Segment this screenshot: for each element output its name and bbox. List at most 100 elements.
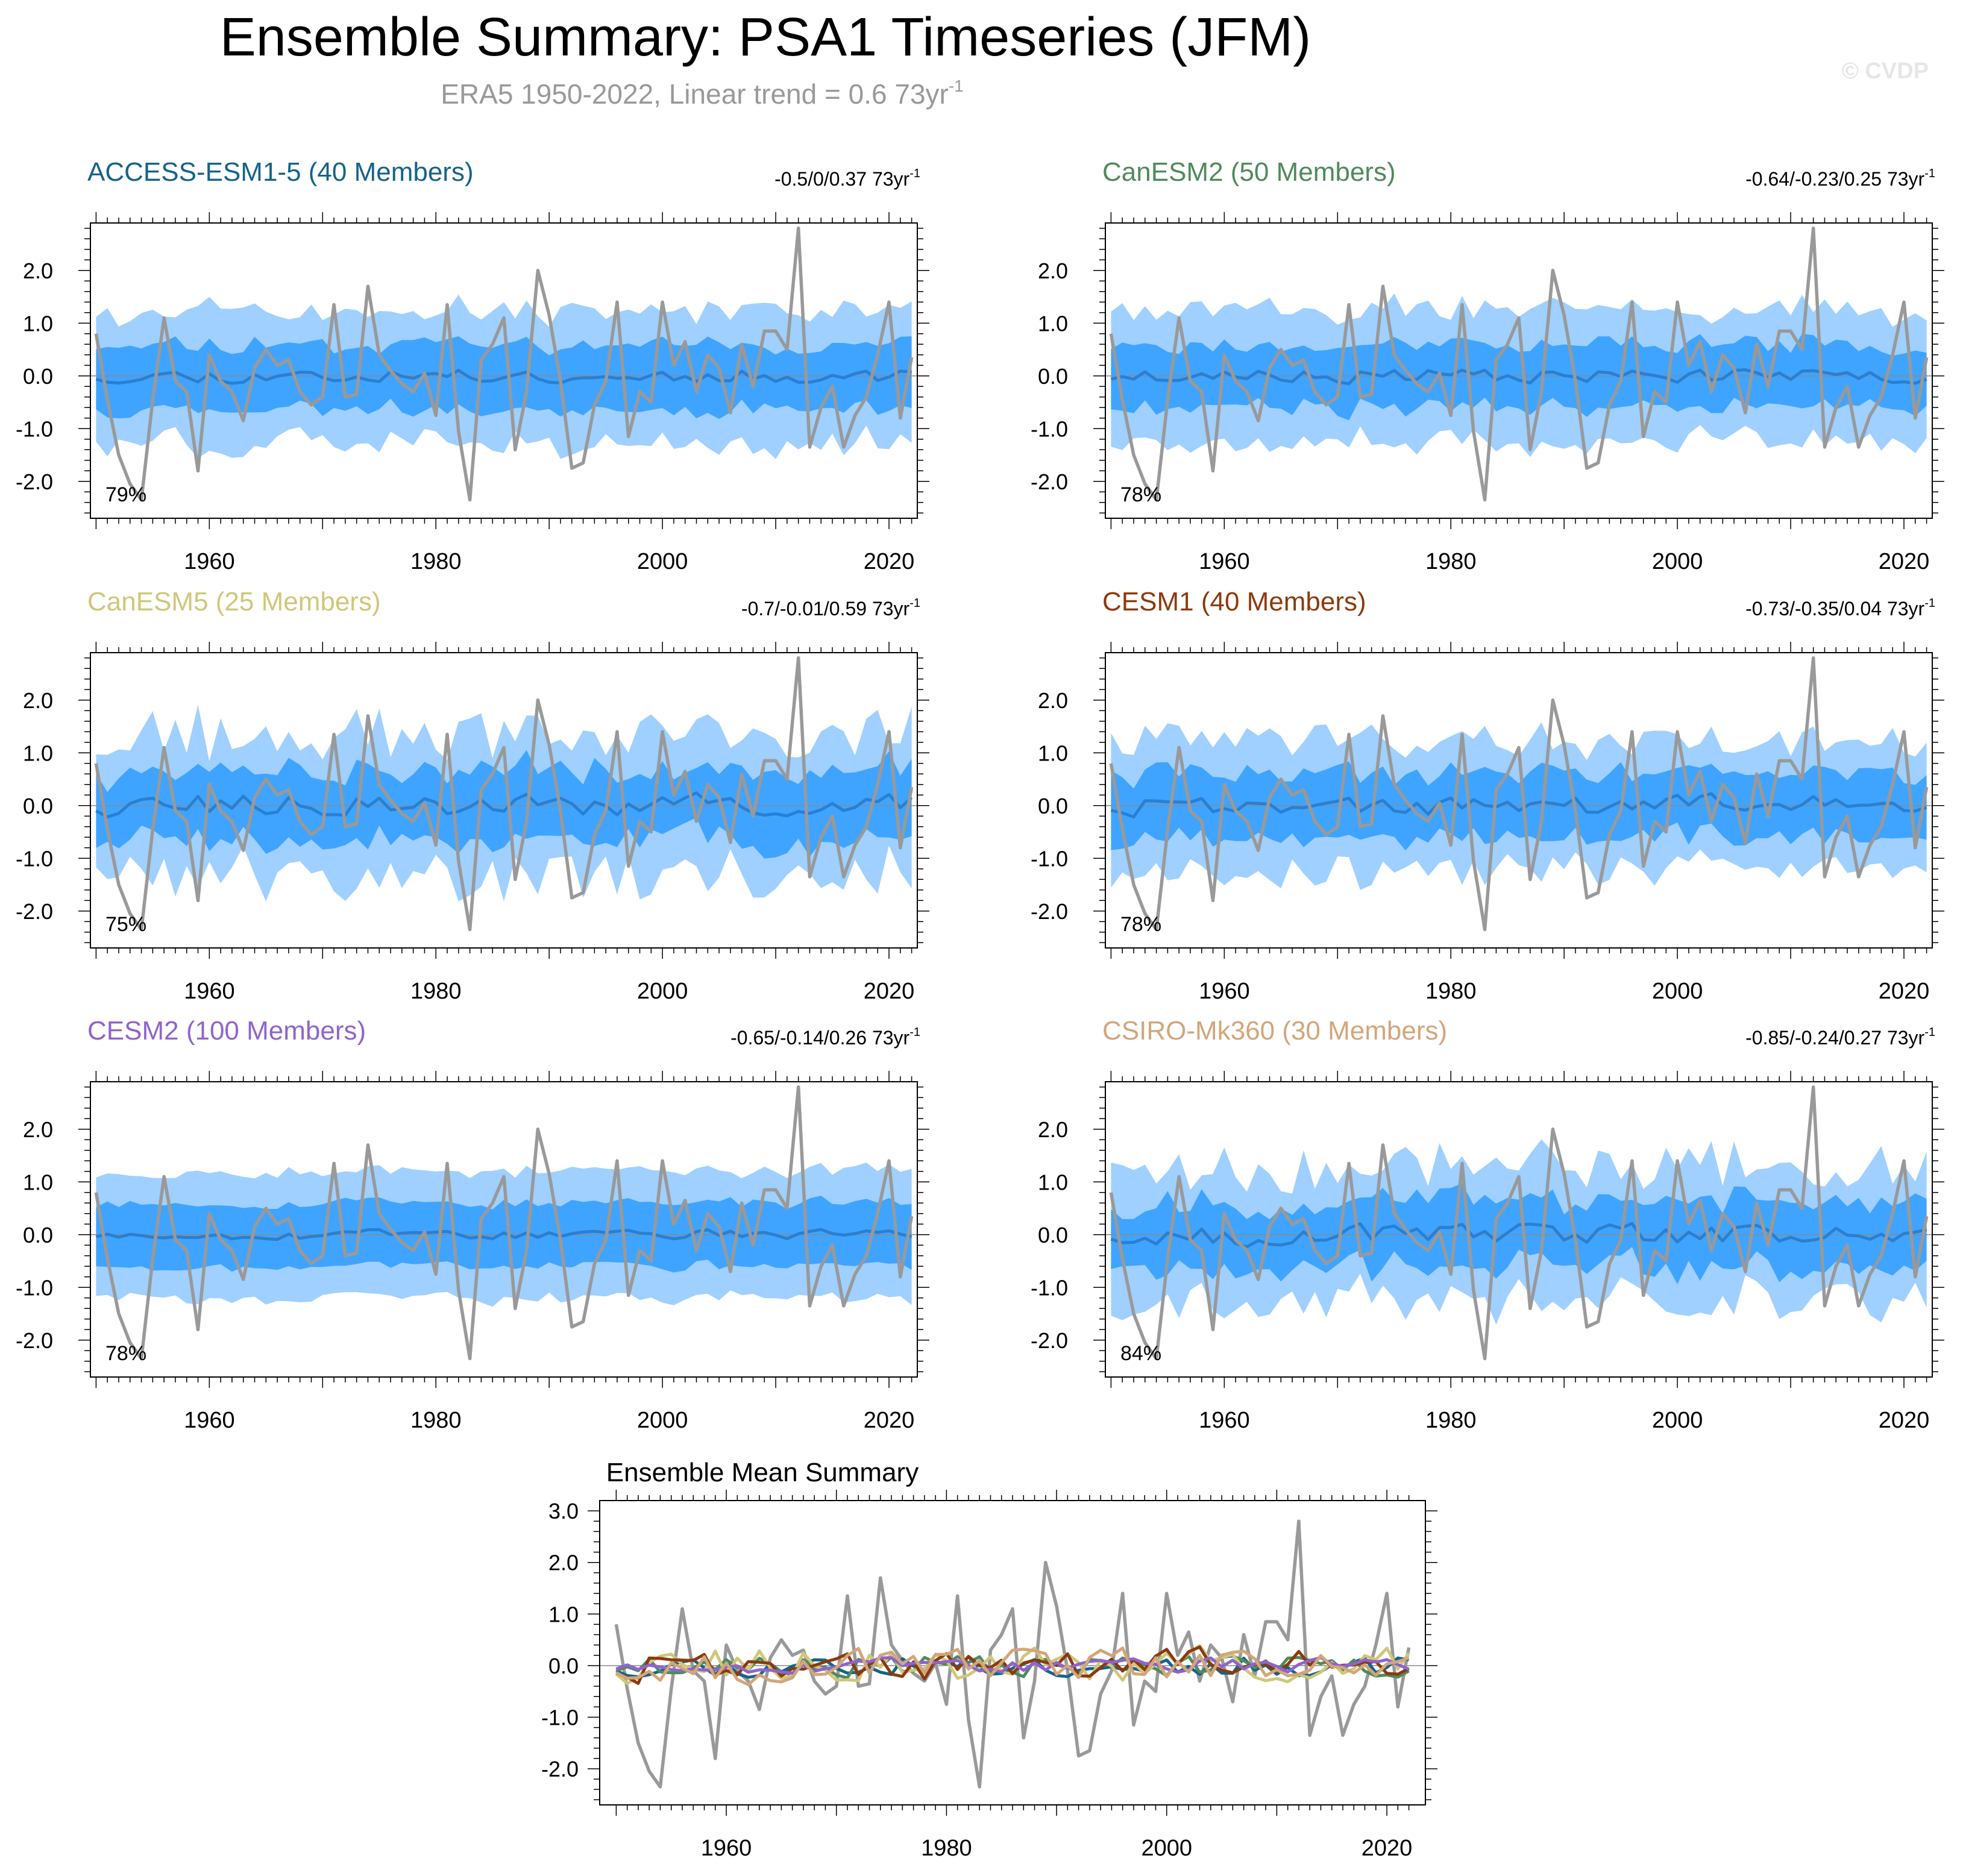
panel-trend-superscript: -1	[1924, 597, 1935, 610]
y-tick-label: -1.0	[16, 416, 53, 441]
observed-line	[94, 1085, 914, 1361]
panel-trend-superscript: -1	[1924, 1026, 1935, 1039]
watermark: © CVDP	[1842, 58, 1929, 84]
y-tick-label: 0.0	[23, 794, 53, 818]
panel-trend-superscript: -1	[909, 167, 920, 180]
panel-trend: -0.85/-0.24/0.27 73yr-1	[1745, 1026, 1935, 1049]
summary-y-tick-label: 0.0	[548, 1654, 579, 1678]
ensemble-mean-line	[1110, 1222, 1927, 1249]
figure-title: Ensemble Summary: PSA1 Timeseries (JFM)	[220, 7, 1311, 67]
y-tick-label: -1.0	[1031, 416, 1068, 441]
ensemble-mean-line	[1110, 368, 1927, 386]
panel-0: -2.0 -1.0 0.0 1.0 2.0 1960 1980 2000 2020 ACCESS-…	[16, 157, 929, 574]
y-tick-label: 1.0	[1038, 311, 1068, 336]
x-tick-label: 1960	[184, 1408, 235, 1433]
summary-y-tick-label: 3.0	[548, 1499, 579, 1523]
summary-x-tick-label: 1960	[701, 1836, 752, 1861]
panel-1: -2.0 -1.0 0.0 1.0 2.0 1960 1980 2000 2020 CanESM2…	[1031, 157, 1944, 574]
y-tick-label: 0.0	[1038, 364, 1068, 389]
y-tick-label: -2.0	[1031, 899, 1068, 924]
x-tick-label: 1960	[1199, 979, 1250, 1004]
summary-x-tick-label: 2020	[1362, 1836, 1413, 1861]
x-tick-label: 1980	[410, 979, 462, 1004]
x-tick-label: 2020	[864, 1408, 915, 1433]
x-tick-label: 2020	[864, 979, 915, 1004]
y-tick-label: 1.0	[23, 741, 53, 765]
panel-percent: 75%	[105, 913, 146, 936]
y-tick-label: -2.0	[16, 469, 53, 494]
y-tick-label: 1.0	[1038, 741, 1068, 765]
y-tick-label: 2.0	[23, 688, 53, 713]
summary-mean-line-5	[615, 1646, 1410, 1686]
panel-title: CESM2 (100 Members)	[87, 1016, 366, 1046]
panel-trend: -0.64/-0.23/0.25 73yr-1	[1745, 167, 1935, 190]
x-tick-label: 1960	[1199, 549, 1250, 574]
y-tick-label: 2.0	[23, 1117, 53, 1142]
summary-mean-line-4	[615, 1656, 1410, 1675]
panel-3: -2.0 -1.0 0.0 1.0 2.0 1960 1980 2000 2020 CESM1 (…	[1031, 587, 1944, 1004]
x-tick-label: 2000	[1652, 1408, 1703, 1433]
summary-y-tick-label: 1.0	[548, 1602, 579, 1627]
panel-trend-superscript: -1	[1924, 167, 1935, 180]
summary-observed-line	[614, 1519, 1411, 1789]
y-tick-label: 0.0	[1038, 1223, 1068, 1247]
summary-y-tick-label: 2.0	[548, 1551, 579, 1575]
panel-trend-text: -0.85/-0.24/0.27 73yr	[1745, 1027, 1924, 1049]
panel-trend: -0.5/0/0.37 73yr-1	[774, 167, 920, 190]
y-tick-label: 1.0	[1038, 1170, 1068, 1194]
y-tick-label: 1.0	[23, 311, 53, 336]
panel-trend-text: -0.5/0/0.37 73yr	[774, 168, 909, 190]
x-tick-label: 2000	[637, 549, 688, 574]
panel-title: ACCESS-ESM1-5 (40 Members)	[87, 157, 474, 187]
x-tick-label: 1960	[184, 549, 235, 574]
y-tick-label: -1.0	[16, 846, 53, 871]
summary-x-tick-label: 1980	[921, 1836, 972, 1861]
panel-title: CanESM5 (25 Members)	[87, 587, 381, 616]
panel-grid: -2.0 -1.0 0.0 1.0 2.0 1960 1980 2000 2020 ACCESS-…	[16, 157, 1944, 1433]
y-tick-label: 0.0	[23, 1223, 53, 1247]
panel-percent: 78%	[1120, 913, 1161, 936]
observed-line	[1109, 226, 1929, 502]
x-tick-label: 1960	[184, 979, 235, 1004]
x-tick-label: 1960	[1199, 1408, 1250, 1433]
subtitle-text: ERA5 1950-2022, Linear trend = 0.6 73yr	[441, 78, 949, 110]
summary-mean-line-0	[615, 1655, 1409, 1679]
observed-line	[94, 226, 914, 502]
panel-2: -2.0 -1.0 0.0 1.0 2.0 1960 1980 2000 2020 CanESM5…	[16, 587, 929, 1004]
summary-y-tick-label: -1.0	[541, 1705, 579, 1730]
y-tick-label: -1.0	[16, 1275, 53, 1300]
panel-percent: 79%	[105, 483, 146, 506]
panel-trend: -0.73/-0.35/0.04 73yr-1	[1745, 597, 1935, 620]
x-tick-label: 1980	[410, 1408, 462, 1433]
observed-line	[94, 656, 914, 932]
ensemble-mean-line	[95, 369, 912, 385]
y-tick-label: -2.0	[16, 899, 53, 924]
x-tick-label: 1980	[1425, 979, 1477, 1004]
y-tick-label: -2.0	[1031, 1328, 1068, 1353]
y-tick-label: 2.0	[23, 259, 53, 283]
y-tick-label: 2.0	[1038, 259, 1068, 283]
ensemble-mean-summary: -2.0 -1.0 0.0 1.0 2.0 3.0 1960 1980 2000 2020 Ense…	[541, 1458, 1437, 1861]
x-tick-label: 2000	[1652, 979, 1703, 1004]
inner-spread-band	[1111, 1183, 1927, 1284]
x-tick-label: 2020	[1879, 1408, 1930, 1433]
observed-line	[1109, 1085, 1929, 1361]
y-tick-label: 0.0	[1038, 794, 1068, 818]
panel-trend: -0.7/-0.01/0.59 73yr-1	[741, 597, 920, 620]
ensemble-mean-line	[95, 791, 913, 819]
ensemble-mean-line	[95, 1228, 912, 1241]
panel-4: -2.0 -1.0 0.0 1.0 2.0 1960 1980 2000 2020 CESM2 (…	[16, 1016, 929, 1433]
panel-percent: 84%	[1120, 1342, 1161, 1365]
subtitle-superscript: -1	[949, 77, 964, 95]
y-tick-label: 2.0	[1038, 1117, 1068, 1142]
summary-mean-line-3	[615, 1645, 1410, 1685]
y-tick-label: -2.0	[1031, 469, 1068, 494]
y-tick-label: -2.0	[16, 1328, 53, 1353]
panel-trend-text: -0.7/-0.01/0.59 73yr	[741, 598, 910, 620]
x-tick-label: 2020	[1879, 549, 1930, 574]
panel-trend-superscript: -1	[909, 1026, 920, 1039]
inner-spread-band	[96, 750, 912, 859]
panel-trend: -0.65/-0.14/0.26 73yr-1	[730, 1026, 920, 1049]
panel-trend-text: -0.64/-0.23/0.25 73yr	[1745, 168, 1924, 190]
figure-subtitle: ERA5 1950-2022, Linear trend = 0.6 73yr-…	[441, 77, 964, 110]
